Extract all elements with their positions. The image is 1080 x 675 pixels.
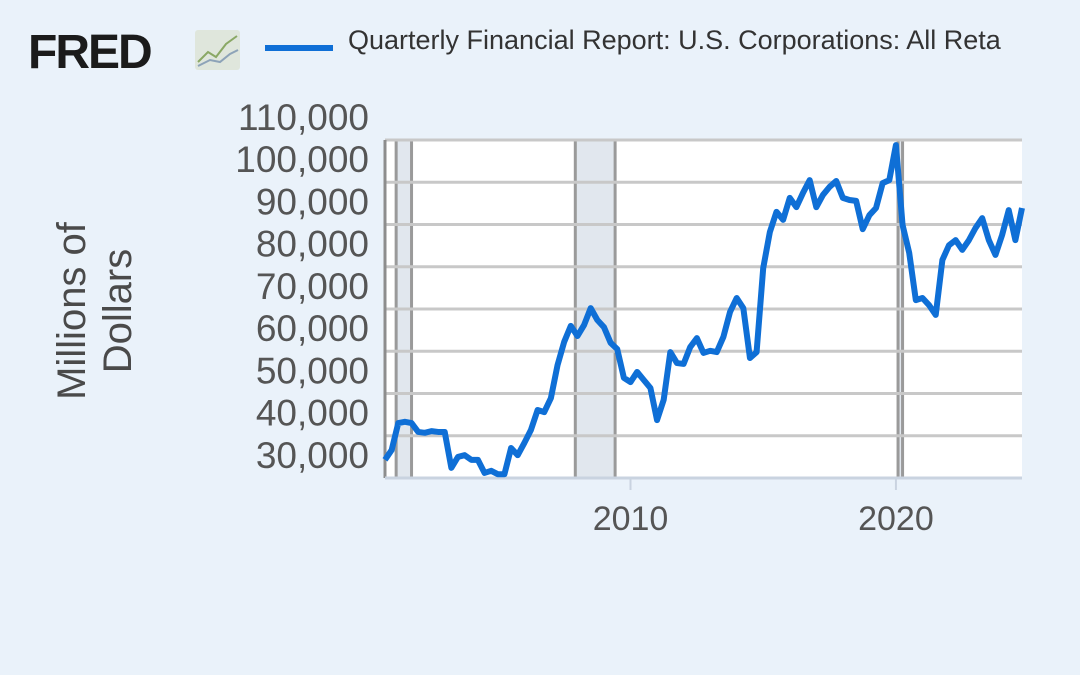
y-tick-label: 80,000: [256, 224, 369, 265]
y-tick-label: 40,000: [256, 393, 369, 434]
y-axis-label: Millions of Dollars: [50, 222, 140, 400]
y-tick-label: 70,000: [256, 266, 369, 307]
x-tick-label: 2020: [858, 500, 934, 538]
x-tick-label: 2010: [593, 500, 669, 538]
y-tick-label: 110,000: [238, 97, 369, 138]
y-tick-label: 30,000: [256, 435, 369, 476]
y-tick-label: 60,000: [256, 308, 369, 349]
logo-icon: [195, 30, 240, 70]
y-tick-label: 100,000: [235, 139, 369, 180]
y-tick-label: 50,000: [256, 350, 369, 391]
y-tick-label: 90,000: [256, 181, 369, 222]
series-line: [382, 142, 1025, 478]
legend-label: Quarterly Financial Report: U.S. Corpora…: [348, 25, 1002, 55]
logo: FRED: [28, 26, 151, 79]
